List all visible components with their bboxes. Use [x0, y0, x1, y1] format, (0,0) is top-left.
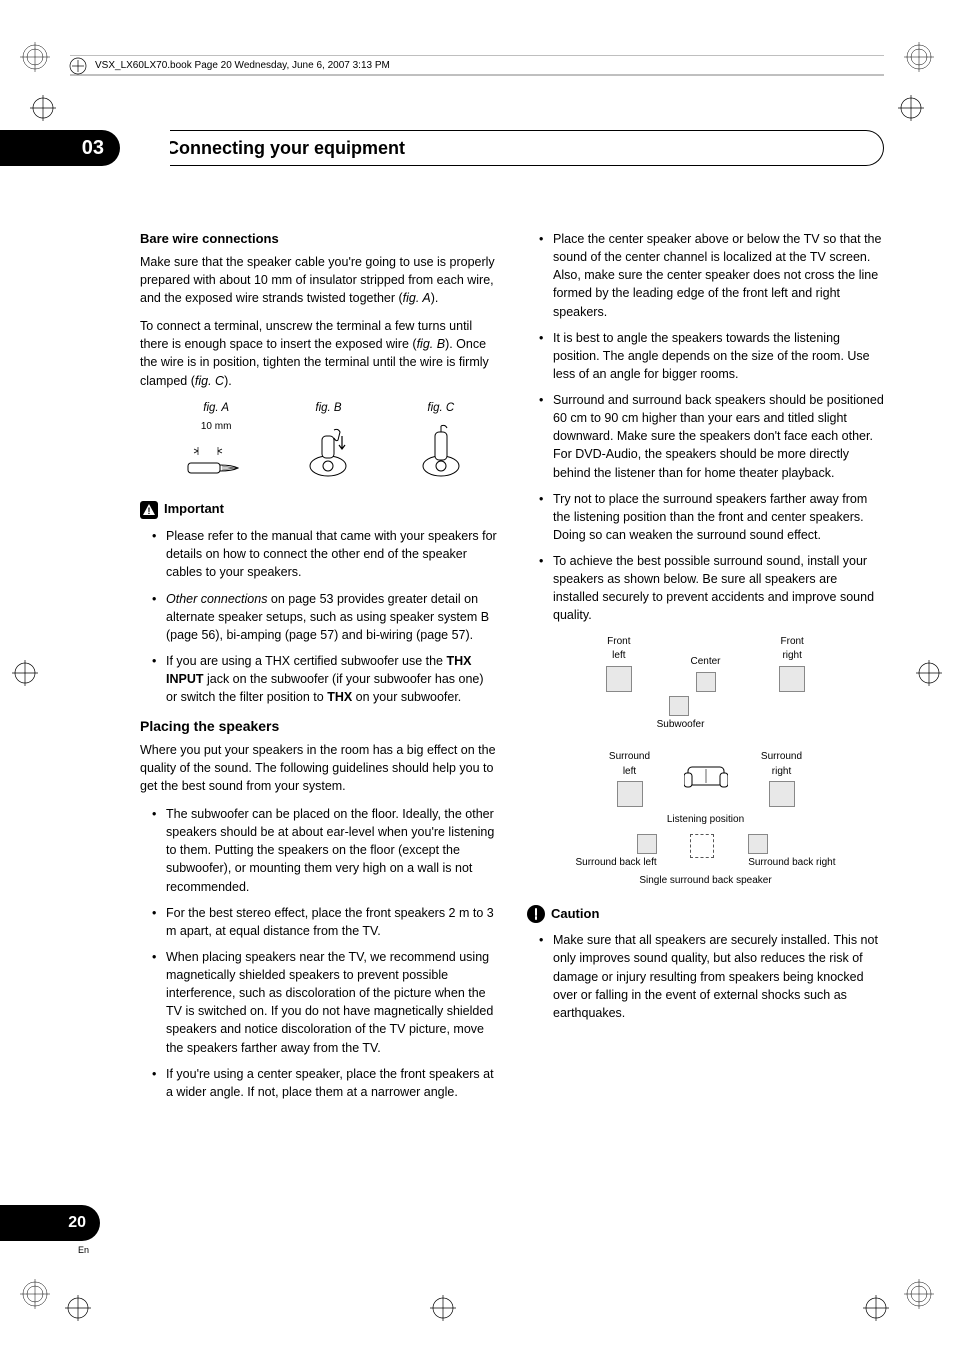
diagram-surround-right: Surround right [728, 750, 836, 807]
crop-mark-icon [916, 660, 942, 686]
crop-mark-icon [898, 95, 924, 121]
caution-item: Make sure that all speakers are securely… [543, 931, 884, 1022]
page-number: 20 [68, 1214, 86, 1232]
caution-icon [527, 905, 545, 923]
placing-intro: Where you put your speakers in the room … [140, 741, 497, 795]
right-column: Place the center speaker above or below … [527, 230, 884, 1111]
crop-mark-icon [20, 1279, 50, 1309]
crop-mark-icon [20, 42, 50, 72]
page-number-pill: 20 [0, 1205, 100, 1241]
diagram-subwoofer: Subwoofer [576, 696, 786, 733]
svg-text:!: ! [148, 506, 151, 516]
speaker-layout-diagram: Front left Center Front right Subwoofer [576, 635, 836, 889]
title-mask [140, 130, 170, 166]
crop-mark-icon [30, 95, 56, 121]
diagram-front-right: Front right [749, 635, 836, 692]
caution-callout: Caution [527, 905, 884, 924]
book-icon [68, 56, 88, 76]
chapter-title: Connecting your equipment [166, 138, 405, 159]
figure-row: fig. A 10 mm fig. B [160, 400, 497, 483]
crop-mark-icon [12, 660, 38, 686]
sofa-icon [684, 761, 728, 797]
diagram-single-label: Single surround back speaker [576, 874, 836, 889]
important-callout: ! Important [140, 500, 497, 519]
dashed-box-icon [690, 834, 714, 858]
page-lang: En [78, 1245, 89, 1255]
placing-item: The subwoofer can be placed on the floor… [156, 805, 497, 896]
chapter-number: 03 [82, 137, 104, 160]
placing-item: When placing speakers near the TV, we re… [156, 948, 497, 1057]
caution-list: Make sure that all speakers are securely… [527, 931, 884, 1022]
chapter-number-pill: 03 [0, 130, 120, 166]
crop-mark-icon [430, 1295, 456, 1321]
placing-item: Place the center speaker above or below … [543, 230, 884, 321]
placing-item: Surround and surround back speakers shou… [543, 391, 884, 482]
diagram-surround-left: Surround left [576, 750, 684, 807]
placing-item: If you're using a center speaker, place … [156, 1065, 497, 1101]
caution-label: Caution [551, 905, 599, 924]
important-item: Other connections on page 53 provides gr… [156, 590, 497, 644]
bare-wire-heading: Bare wire connections [140, 230, 497, 249]
placing-item: It is best to angle the speakers towards… [543, 329, 884, 383]
terminal-open-icon [272, 422, 384, 482]
important-icon: ! [140, 501, 158, 519]
diagram-center: Center [662, 655, 749, 692]
diagram-listening-label: Listening position [576, 813, 836, 828]
placing-heading: Placing the speakers [140, 716, 497, 736]
placing-item: Try not to place the surround speakers f… [543, 490, 884, 544]
placing-item: To achieve the best possible surround so… [543, 552, 884, 625]
figure-a: fig. A 10 mm [160, 400, 272, 481]
terminal-closed-icon [385, 422, 497, 482]
content-area: Bare wire connections Make sure that the… [140, 230, 884, 1111]
wire-strip-icon [160, 441, 272, 481]
crop-mark-icon [904, 1279, 934, 1309]
crop-mark-icon [65, 1295, 91, 1321]
figure-b: fig. B [272, 400, 384, 483]
bare-wire-para-1: Make sure that the speaker cable you're … [140, 253, 497, 307]
placing-list-cont: Place the center speaker above or below … [527, 230, 884, 625]
figure-c: fig. C [385, 400, 497, 483]
important-label: Important [164, 500, 224, 519]
crop-mark-icon [863, 1295, 889, 1321]
bare-wire-para-2: To connect a terminal, unscrew the termi… [140, 317, 497, 390]
diagram-sb-right: Surround back right [748, 856, 835, 871]
important-item: If you are using a THX certified subwoof… [156, 652, 497, 706]
chapter-title-bar: Connecting your equipment [150, 130, 884, 166]
header-path: VSX_LX60LX70.book Page 20 Wednesday, Jun… [95, 60, 390, 71]
placing-item: For the best stereo effect, place the fr… [156, 904, 497, 940]
left-column: Bare wire connections Make sure that the… [140, 230, 497, 1111]
important-item: Please refer to the manual that came wit… [156, 527, 497, 581]
diagram-front-left: Front left [576, 635, 663, 692]
crop-mark-icon [904, 42, 934, 72]
important-list: Please refer to the manual that came wit… [140, 527, 497, 706]
diagram-sb-left: Surround back left [576, 856, 657, 871]
placing-list: The subwoofer can be placed on the floor… [140, 805, 497, 1101]
